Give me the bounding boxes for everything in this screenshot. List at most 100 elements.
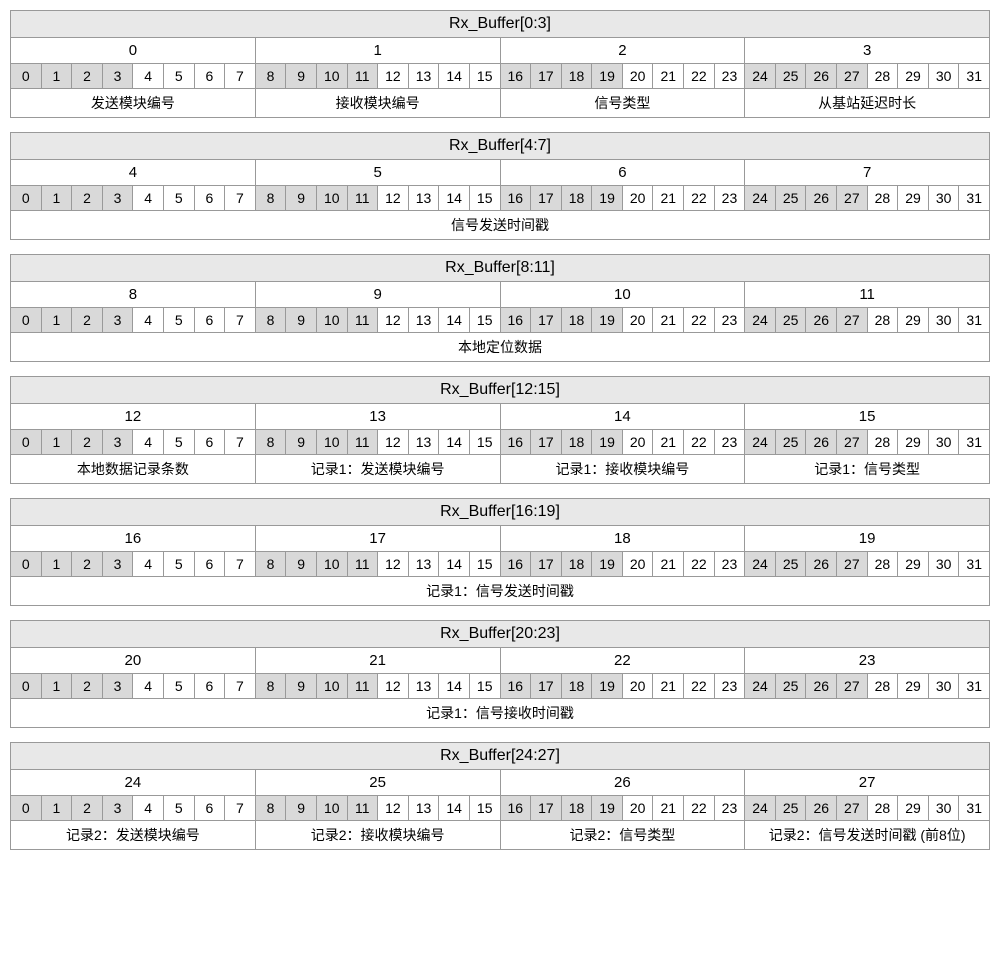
bit-cell: 9 xyxy=(286,308,317,332)
byte-cell: 13 xyxy=(256,404,501,429)
bit-cell: 10 xyxy=(317,796,348,820)
byte-cell: 25 xyxy=(256,770,501,795)
bit-cell: 2 xyxy=(72,674,103,698)
bit-row: 0123456789101112131415161718192021222324… xyxy=(11,552,989,577)
description-cell: 记录2：信号类型 xyxy=(501,821,746,849)
bit-cell: 23 xyxy=(715,430,746,454)
bit-cell: 24 xyxy=(745,796,776,820)
bit-cell: 14 xyxy=(439,674,470,698)
bit-cell: 14 xyxy=(439,430,470,454)
bit-row: 0123456789101112131415161718192021222324… xyxy=(11,674,989,699)
bit-cell: 14 xyxy=(439,308,470,332)
bit-cell: 28 xyxy=(868,552,899,576)
bit-cell: 14 xyxy=(439,552,470,576)
bit-cell: 3 xyxy=(103,796,134,820)
bit-cell: 29 xyxy=(898,552,929,576)
bit-cell: 22 xyxy=(684,64,715,88)
bit-cell: 4 xyxy=(133,64,164,88)
bit-cell: 30 xyxy=(929,64,960,88)
bit-cell: 6 xyxy=(195,186,226,210)
bit-cell: 7 xyxy=(225,186,256,210)
bit-cell: 9 xyxy=(286,64,317,88)
bit-cell: 12 xyxy=(378,552,409,576)
bit-cell: 18 xyxy=(562,186,593,210)
description-cell: 从基站延迟时长 xyxy=(745,89,989,117)
description-cell: 记录1：接收模块编号 xyxy=(501,455,746,483)
buffer-diagram-container: Rx_Buffer[0:3]01230123456789101112131415… xyxy=(10,10,990,850)
bit-cell: 16 xyxy=(501,796,532,820)
bit-cell: 0 xyxy=(11,186,42,210)
bit-cell: 29 xyxy=(898,186,929,210)
bit-cell: 26 xyxy=(806,308,837,332)
bit-cell: 11 xyxy=(348,186,379,210)
bit-cell: 0 xyxy=(11,308,42,332)
bit-cell: 20 xyxy=(623,796,654,820)
bit-cell: 28 xyxy=(868,186,899,210)
bit-cell: 12 xyxy=(378,186,409,210)
bit-cell: 1 xyxy=(42,64,73,88)
bit-cell: 16 xyxy=(501,552,532,576)
bit-cell: 27 xyxy=(837,674,868,698)
bit-cell: 27 xyxy=(837,552,868,576)
byte-row: 12131415 xyxy=(11,404,989,430)
bit-cell: 21 xyxy=(653,64,684,88)
description-cell: 本地定位数据 xyxy=(11,333,989,361)
bit-cell: 6 xyxy=(195,430,226,454)
bit-cell: 17 xyxy=(531,552,562,576)
description-cell: 发送模块编号 xyxy=(11,89,256,117)
bit-cell: 13 xyxy=(409,186,440,210)
buffer-title: Rx_Buffer[0:3] xyxy=(11,11,989,38)
buffer-title: Rx_Buffer[4:7] xyxy=(11,133,989,160)
bit-cell: 12 xyxy=(378,308,409,332)
byte-cell: 9 xyxy=(256,282,501,307)
bit-cell: 9 xyxy=(286,430,317,454)
bit-cell: 30 xyxy=(929,186,960,210)
bit-cell: 9 xyxy=(286,796,317,820)
description-cell: 记录1：信号发送时间戳 xyxy=(11,577,989,605)
buffer-block: Rx_Buffer[12:15]121314150123456789101112… xyxy=(10,376,990,484)
bit-cell: 29 xyxy=(898,430,929,454)
bit-cell: 13 xyxy=(409,796,440,820)
buffer-block: Rx_Buffer[8:11]8910110123456789101112131… xyxy=(10,254,990,362)
bit-cell: 11 xyxy=(348,430,379,454)
bit-cell: 19 xyxy=(592,64,623,88)
description-cell: 记录2：信号发送时间戳 (前8位) xyxy=(745,821,989,849)
bit-cell: 6 xyxy=(195,674,226,698)
byte-cell: 23 xyxy=(745,648,989,673)
bit-cell: 5 xyxy=(164,430,195,454)
bit-cell: 30 xyxy=(929,796,960,820)
bit-cell: 4 xyxy=(133,674,164,698)
bit-cell: 31 xyxy=(959,186,989,210)
byte-row: 24252627 xyxy=(11,770,989,796)
bit-cell: 7 xyxy=(225,308,256,332)
bit-cell: 22 xyxy=(684,186,715,210)
bit-row: 0123456789101112131415161718192021222324… xyxy=(11,430,989,455)
bit-cell: 20 xyxy=(623,186,654,210)
bit-cell: 10 xyxy=(317,308,348,332)
bit-cell: 1 xyxy=(42,674,73,698)
bit-cell: 12 xyxy=(378,64,409,88)
bit-cell: 16 xyxy=(501,674,532,698)
buffer-title: Rx_Buffer[24:27] xyxy=(11,743,989,770)
bit-cell: 25 xyxy=(776,308,807,332)
bit-cell: 3 xyxy=(103,430,134,454)
bit-cell: 19 xyxy=(592,308,623,332)
bit-cell: 0 xyxy=(11,552,42,576)
bit-cell: 6 xyxy=(195,552,226,576)
description-cell: 信号发送时间戳 xyxy=(11,211,989,239)
bit-cell: 21 xyxy=(653,796,684,820)
bit-cell: 24 xyxy=(745,430,776,454)
bit-cell: 23 xyxy=(715,186,746,210)
description-cell: 接收模块编号 xyxy=(256,89,501,117)
byte-cell: 5 xyxy=(256,160,501,185)
bit-cell: 22 xyxy=(684,308,715,332)
byte-row: 0123 xyxy=(11,38,989,64)
bit-cell: 16 xyxy=(501,186,532,210)
buffer-block: Rx_Buffer[16:19]161718190123456789101112… xyxy=(10,498,990,606)
bit-cell: 24 xyxy=(745,674,776,698)
buffer-title: Rx_Buffer[16:19] xyxy=(11,499,989,526)
bit-cell: 18 xyxy=(562,64,593,88)
description-row: 发送模块编号接收模块编号信号类型从基站延迟时长 xyxy=(11,89,989,117)
bit-row: 0123456789101112131415161718192021222324… xyxy=(11,308,989,333)
bit-cell: 17 xyxy=(531,186,562,210)
